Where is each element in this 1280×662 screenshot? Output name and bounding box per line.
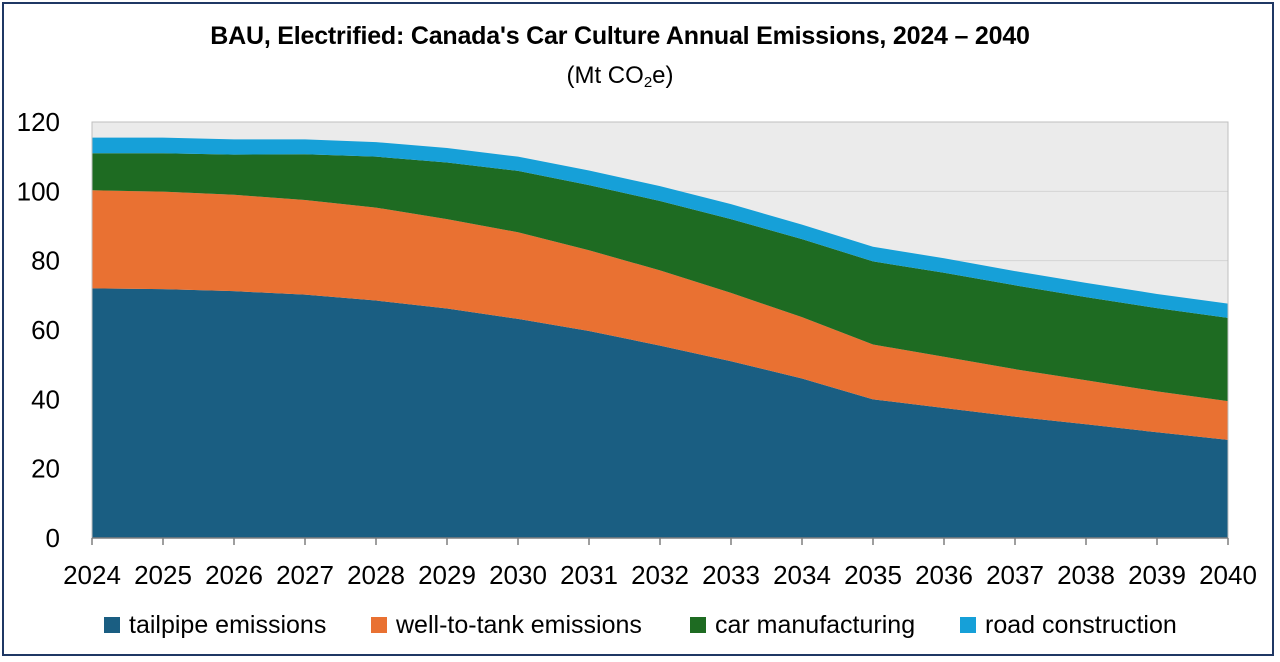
y-tick-label: 60 [31,315,60,345]
legend-swatch [960,617,976,633]
y-tick-labels: 0 20 40 60 80 100 120 [17,107,60,553]
x-tick-label: 2024 [63,560,121,590]
area-tailpipe-emissions [92,288,1228,538]
x-tick-label: 2025 [134,560,192,590]
x-tick-label: 2034 [773,560,831,590]
legend-swatch [104,617,120,633]
legend-label: well-to-tank emissions [395,611,642,639]
x-tick-labels: 2024 2025 2026 2027 2028 2029 2030 2031 2032 2033… [63,560,1257,590]
x-tick-label: 2032 [631,560,689,590]
y-tick-label: 120 [17,107,60,137]
legend-item-tailpipe-emissions: tailpipe emissions [104,611,326,639]
subtitle-subscript: 2 [643,74,653,91]
chart-title: BAU, Electrified: Canada's Car Culture A… [210,22,1030,50]
x-tick-label: 2029 [418,560,476,590]
x-tick-label: 2030 [489,560,547,590]
y-tick-label: 100 [17,176,60,206]
x-tick-label: 2033 [702,560,760,590]
x-tick-label: 2040 [1199,560,1257,590]
subtitle-prefix: (Mt CO [566,62,644,89]
x-tick-label: 2026 [205,560,263,590]
subtitle-suffix: e) [652,62,674,89]
x-tick-label: 2028 [347,560,405,590]
legend-item-well-to-tank-emissions: well-to-tank emissions [371,611,642,639]
legend-label: car manufacturing [715,611,915,639]
axes [91,121,1229,545]
area-car-manufacturing [92,153,1228,402]
x-tick-label: 2037 [986,560,1044,590]
y-tick-label: 0 [46,523,60,553]
x-tick-label: 2038 [1057,560,1115,590]
series-areas [92,137,1228,538]
legend-swatch [371,617,387,633]
x-tick-label: 2035 [844,560,902,590]
x-tick-label: 2036 [915,560,973,590]
legend-item-road-construction: road construction [960,611,1177,639]
legend-label: road construction [985,611,1177,639]
y-tick-label: 80 [31,246,60,276]
y-tick-label: 40 [31,384,60,414]
legend-label: tailpipe emissions [129,611,326,639]
x-tick-label: 2027 [276,560,334,590]
chart-subtitle: (Mt CO2e) [0,62,1240,91]
area-well-to-tank-emissions [92,190,1228,440]
y-tick-label: 20 [31,454,60,484]
legend: tailpipe emissions well-to-tank emissions… [104,611,1177,639]
x-tick-label: 2031 [560,560,618,590]
x-tick-label: 2039 [1128,560,1186,590]
legend-item-car-manufacturing: car manufacturing [690,611,915,639]
area-road-construction [92,137,1228,318]
legend-swatch [690,617,706,633]
